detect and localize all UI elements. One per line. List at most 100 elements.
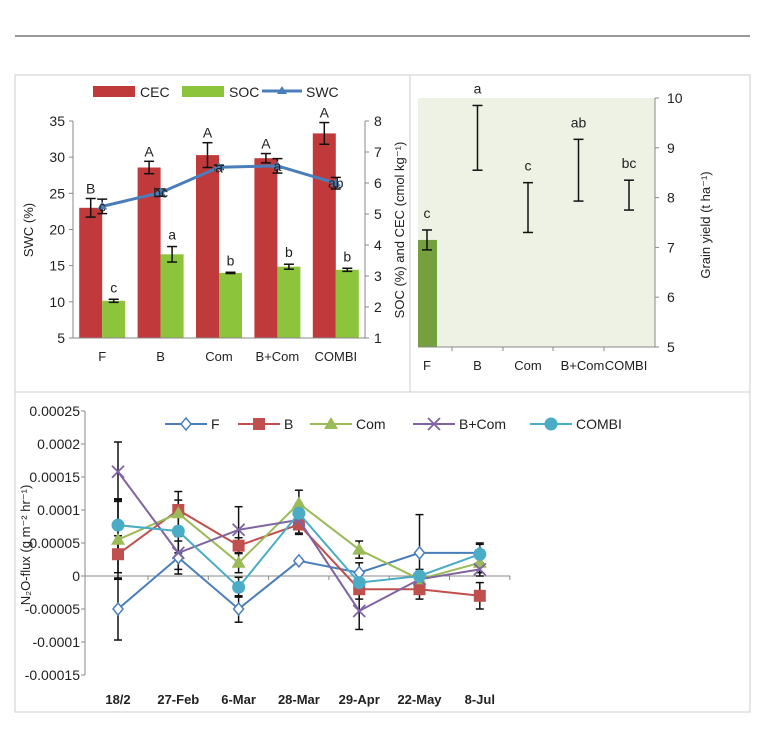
y-tick-label: 6 [667, 289, 675, 305]
swc-letter: a [274, 158, 282, 174]
x-tick-label: 6-Mar [221, 692, 256, 707]
x-tick-label: B+Com [256, 349, 300, 364]
b-marker [413, 583, 426, 596]
legend-combi-label: COMBI [576, 416, 622, 432]
legend-com-marker [324, 417, 338, 429]
x-tick-label: COMBI [314, 349, 357, 364]
legend-combi-marker [544, 417, 558, 431]
y2-tick-label: 8 [374, 113, 382, 129]
swc-axis-title: SWC (%) [21, 203, 36, 257]
x-tick-label: 27-Feb [157, 692, 199, 707]
yield-bar [418, 239, 437, 347]
n2o-flux-chart: N₂O-flux (g m⁻² hr⁻¹) -0.00015 -0.0001 -0.… [18, 403, 622, 707]
y2-tick-label: 1 [374, 330, 382, 346]
soc-letter: b [343, 248, 351, 264]
swc-letter: a [215, 159, 223, 175]
swc-marker [272, 160, 283, 169]
soc-letter: c [110, 279, 117, 295]
soc-letter: a [168, 227, 176, 243]
f-marker [232, 601, 245, 617]
yield-letter: c [525, 158, 532, 174]
swc-marker [214, 162, 224, 171]
grain-yield-chart: Grain yield (t ha⁻¹) c Fa Bc Com ab B+Com bc CO… [418, 80, 713, 373]
com-marker [171, 506, 186, 519]
com-marker [111, 532, 125, 545]
plot-background [418, 98, 655, 347]
y-tick-label: 0.00005 [29, 535, 80, 551]
legend-cec-label: CEC [140, 84, 170, 100]
f-marker [413, 545, 426, 561]
yield-letter: a [474, 80, 482, 96]
y-tick-label: 0.00025 [29, 403, 80, 419]
b-marker [232, 539, 245, 552]
swc-marker [330, 178, 341, 187]
x-tick-label: 22-May [397, 692, 442, 707]
y-tick-label: 8 [667, 190, 675, 206]
soc-cec-axis-title: SOC (%) and CEC (cmol kg⁻¹) [392, 142, 407, 319]
y2-tick-label: 5 [374, 206, 382, 222]
y2-tick-label: 4 [374, 237, 382, 253]
y2-tick-label: 2 [374, 299, 382, 315]
y-tick-label: 9 [667, 140, 675, 156]
y-tick-label: 0.0002 [37, 436, 80, 452]
x-tick-label: 28-Mar [278, 692, 320, 707]
swc-letter: c [99, 198, 106, 214]
y-tick-label: 20 [49, 222, 65, 238]
y-tick-label: 30 [49, 149, 65, 165]
f-marker [292, 553, 305, 568]
combi-marker [232, 580, 246, 594]
legend-com-label: Com [356, 416, 386, 432]
legend-b-com-marker [427, 417, 441, 431]
x-tick-label: B+Com [561, 358, 605, 373]
y-tick-label: 10 [667, 90, 683, 106]
y-tick-label: 35 [49, 113, 65, 129]
legend-b-com-label: B+Com [459, 416, 506, 432]
legend-swc-marker [277, 86, 287, 94]
soc-bar [219, 272, 242, 338]
combi-marker [473, 547, 487, 561]
swc-marker [97, 201, 108, 210]
combi-marker [171, 524, 185, 538]
x-tick-label: B [473, 358, 482, 373]
y-tick-label: 7 [667, 239, 675, 255]
yield-letter: c [424, 205, 431, 221]
swc-marker [155, 187, 166, 196]
y-tick-label: 15 [49, 258, 65, 274]
soc-letter: b [227, 252, 235, 268]
cec-bar [137, 167, 161, 338]
yield-letter: ab [571, 114, 587, 130]
cec-letter: A [144, 143, 154, 159]
y2-tick-label: 7 [374, 144, 382, 160]
x-tick-label: 18/2 [105, 692, 130, 707]
cec-bar [312, 133, 336, 338]
soc-letter: b [285, 244, 293, 260]
cec-bar [254, 158, 278, 338]
legend-soc-swatch [182, 86, 224, 97]
y-tick-label: 0 [72, 568, 80, 584]
y-tick-label: 5 [57, 330, 65, 346]
x-tick-label: F [98, 349, 106, 364]
com-marker [231, 555, 246, 568]
swc-letter: bc [153, 185, 168, 201]
y-tick-label: 25 [49, 185, 65, 201]
cec-bar [79, 207, 103, 338]
b-marker [112, 548, 124, 561]
b-marker [292, 518, 305, 531]
b-com-marker [473, 562, 487, 577]
legend-cec-swatch [93, 86, 135, 97]
combi-marker [111, 518, 125, 532]
soil-properties-chart: SWC (%) SOC (%) and CEC (cmol kg⁻¹) Bc F A… [21, 84, 407, 364]
cec-letter: A [203, 125, 213, 141]
x-tick-label: F [423, 358, 431, 373]
y-tick-label: 5 [667, 339, 675, 355]
legend-b-label: B [284, 416, 293, 432]
soc-bar [277, 266, 301, 338]
legend-b-marker [253, 418, 265, 430]
com-marker [352, 542, 367, 555]
y-tick-label: 0.00015 [29, 469, 80, 485]
soc-bar [335, 269, 359, 338]
panel-flux-border [14, 391, 751, 713]
legend-f-marker [180, 416, 192, 432]
yield-letter: bc [622, 155, 637, 171]
y-tick-label: -0.00015 [25, 667, 80, 683]
